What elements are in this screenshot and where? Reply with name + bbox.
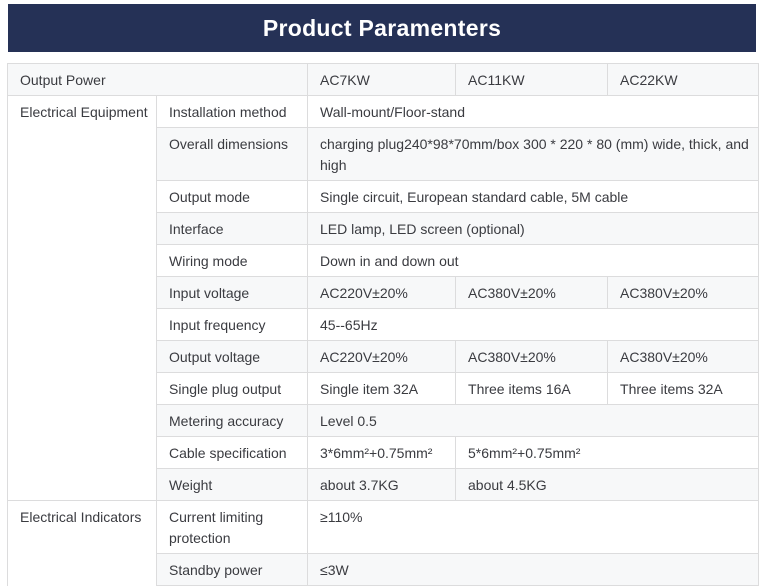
param-name-cell: Input frequency: [155, 308, 309, 341]
value-cell: AC220V±20%: [307, 276, 457, 309]
param-name-cell: Output voltage: [155, 340, 309, 373]
product-spec-table: Output Power AC7KW AC11KW AC22KW Electrical …: [6, 63, 760, 586]
param-name-cell: Overall dimensions: [155, 127, 309, 181]
table-row: Electrical Indicators Current limiting pr…: [7, 500, 760, 586]
value-cell: Wall-mount/Floor-stand: [307, 95, 760, 128]
group-cell: Electrical Indicators: [7, 500, 157, 586]
param-name-cell: Installation method: [155, 95, 309, 128]
value-cell: Three items 16A: [455, 372, 609, 405]
value-cell: LED lamp, LED screen (optional): [307, 212, 760, 245]
value-cell: Single item 32A: [307, 372, 457, 405]
value-cell: AC380V±20%: [455, 276, 609, 309]
value-cell: AC380V±20%: [607, 340, 760, 373]
value-cell: ≤3W: [307, 553, 760, 586]
value-cell: about 3.7KG: [307, 468, 457, 501]
param-name-cell: Standby power: [155, 553, 309, 586]
param-name-cell: Input voltage: [155, 276, 309, 309]
param-name-cell: Current limiting protection: [155, 500, 309, 554]
value-cell: 5*6mm²+0.75mm²: [455, 436, 760, 469]
table-row: Wiring mode Down in and down out: [8, 244, 760, 277]
value-cell: Three items 32A: [607, 372, 760, 405]
value-cell: ≥110%: [307, 500, 760, 554]
table-row: Output voltage AC220V±20% AC380V±20% AC380V…: [8, 340, 760, 373]
header-cell: AC7KW: [307, 63, 457, 96]
value-cell: AC380V±20%: [607, 276, 760, 309]
value-cell: Down in and down out: [307, 244, 760, 277]
table-row: Output Power AC7KW AC11KW AC22KW: [6, 63, 760, 96]
header-cell: AC22KW: [607, 63, 760, 96]
value-cell: Single circuit, European standard cable,…: [307, 180, 760, 213]
table-row: Input voltage AC220V±20% AC380V±20% AC380V±…: [8, 276, 760, 309]
table-row: Cable specification 3*6mm²+0.75mm² 5*6mm²+…: [8, 436, 760, 469]
param-name-cell: Interface: [155, 212, 309, 245]
table-row: Standby power ≤3W: [8, 553, 760, 586]
value-cell: 3*6mm²+0.75mm²: [307, 436, 457, 469]
param-name-cell: Wiring mode: [155, 244, 309, 277]
table-row: Overall dimensions charging plug240*98*70…: [8, 127, 760, 181]
table-row: Electrical Equipment Installation method W…: [7, 95, 760, 501]
param-name-cell: Cable specification: [155, 436, 309, 469]
param-name-cell: Single plug output: [155, 372, 309, 405]
table-row: Weight about 3.7KG about 4.5KG: [8, 468, 760, 501]
group-cell: Electrical Equipment: [7, 95, 157, 501]
param-name-cell: Weight: [155, 468, 309, 501]
header-cell: AC11KW: [455, 63, 609, 96]
param-name-cell: Output mode: [155, 180, 309, 213]
value-cell: charging plug240*98*70mm/box 300 * 220 *…: [307, 127, 760, 181]
value-cell: 45--65Hz: [307, 308, 760, 341]
value-cell: about 4.5KG: [455, 468, 760, 501]
page-title: Product Paramenters: [262, 14, 502, 41]
param-name-cell: Metering accuracy: [155, 404, 309, 437]
table-row: Single plug output Single item 32A Three i…: [8, 372, 760, 405]
table-row: Output mode Single circuit, European stan…: [8, 180, 760, 213]
value-cell: AC380V±20%: [455, 340, 609, 373]
header-cell: Output Power: [6, 63, 309, 96]
value-cell: Level 0.5: [307, 404, 760, 437]
value-cell: AC220V±20%: [307, 340, 457, 373]
table-row: Metering accuracy Level 0.5: [8, 404, 760, 437]
title-banner: Product Paramenters: [8, 4, 756, 52]
